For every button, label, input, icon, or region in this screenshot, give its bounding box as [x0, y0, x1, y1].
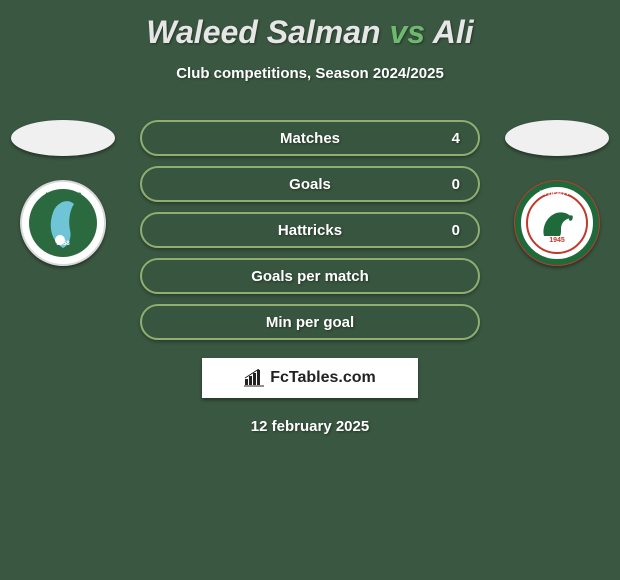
crest-label-right: ETTIFAQ FC	[540, 191, 576, 197]
page-title: Waleed Salman vs Ali	[0, 0, 620, 51]
player2-crest: ETTIFAQ FC 1945	[514, 180, 600, 266]
branding-badge: FcTables.com	[202, 358, 418, 398]
stat-label: Matches	[142, 130, 478, 147]
crest-year-left: 1958	[56, 241, 70, 247]
player1-avatar	[11, 120, 115, 156]
player-left-column: ALFATEH FC 1958	[8, 120, 118, 266]
stat-row: Hattricks 0	[140, 212, 480, 248]
player1-crest: ALFATEH FC 1958	[20, 180, 106, 266]
player2-avatar	[505, 120, 609, 156]
ettifaq-crest-icon: ETTIFAQ FC 1945	[514, 180, 600, 266]
branding-text: FcTables.com	[270, 369, 376, 387]
stats-list: Matches 4 Goals 0 Hattricks 0 Goals per …	[140, 120, 480, 435]
stat-label: Goals per match	[142, 268, 478, 285]
stat-label: Min per goal	[142, 314, 478, 331]
title-vs: vs	[389, 14, 425, 50]
stat-row: Goals per match	[140, 258, 480, 294]
stat-row: Goals 0	[140, 166, 480, 202]
subtitle: Club competitions, Season 2024/2025	[0, 65, 620, 82]
crest-label-left: ALFATEH FC	[45, 193, 83, 199]
bar-chart-icon	[244, 369, 264, 387]
alfateh-crest-icon: ALFATEH FC 1958	[20, 180, 106, 266]
title-player1: Waleed Salman	[146, 14, 380, 50]
stat-row: Min per goal	[140, 304, 480, 340]
stat-value-right: 4	[452, 130, 460, 147]
stat-value-right: 0	[452, 222, 460, 239]
player-right-column: ETTIFAQ FC 1945	[502, 120, 612, 266]
date-text: 12 february 2025	[140, 418, 480, 435]
stat-row: Matches 4	[140, 120, 480, 156]
stat-label: Goals	[142, 176, 478, 193]
stat-value-right: 0	[452, 176, 460, 193]
title-player2: Ali	[433, 14, 474, 50]
stat-label: Hattricks	[142, 222, 478, 239]
crest-year-right: 1945	[549, 237, 565, 244]
